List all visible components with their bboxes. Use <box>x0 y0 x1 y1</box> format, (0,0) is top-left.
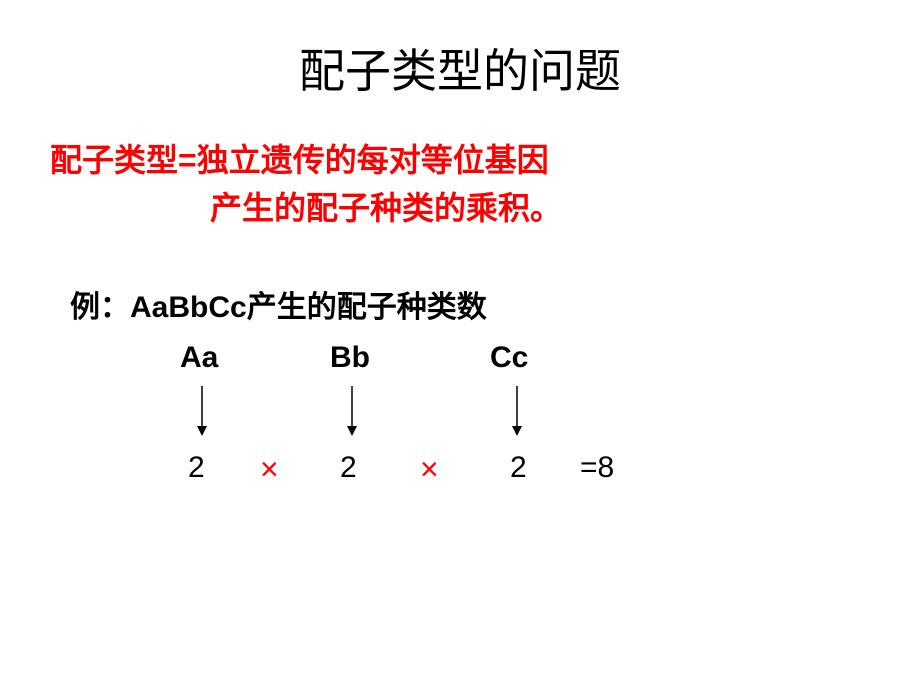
gene-aa: Aa <box>180 341 218 375</box>
calculation-row: 2 × 2 × 2 =8 <box>180 451 920 491</box>
arrow-down-icon <box>195 386 209 436</box>
calc-value-3: 2 <box>510 451 527 485</box>
definition-block: 配子类型=独立遗传的每对等位基因 产生的配子种类的乘积。 <box>50 136 920 232</box>
example-label: 例：AaBbCc产生的配子种类数 <box>70 282 920 326</box>
arrow-down-icon <box>345 386 359 436</box>
definition-line1: 配子类型=独立遗传的每对等位基因 <box>50 136 920 184</box>
calc-value-1: 2 <box>188 451 205 485</box>
calc-result: =8 <box>580 451 614 485</box>
gene-cc: Cc <box>490 341 528 375</box>
arrow-down-icon <box>510 386 524 436</box>
calc-value-2: 2 <box>340 451 357 485</box>
slide-title: 配子类型的问题 <box>0 0 920 101</box>
arrows-row <box>180 386 920 441</box>
definition-line2: 产生的配子种类的乘积。 <box>210 184 920 232</box>
multiply-symbol: × <box>260 451 279 488</box>
multiply-symbol: × <box>420 451 439 488</box>
gene-row: Aa Bb Cc <box>180 341 920 381</box>
gene-bb: Bb <box>330 341 370 375</box>
